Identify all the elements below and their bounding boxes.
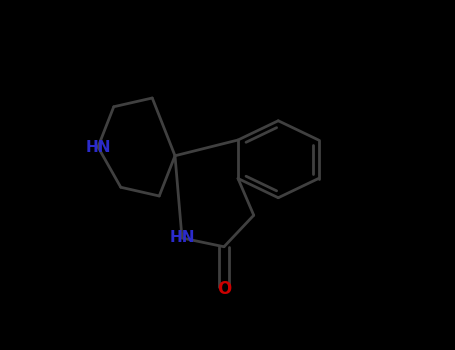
Text: O: O xyxy=(217,280,231,298)
Text: HN: HN xyxy=(85,140,111,154)
Text: HN: HN xyxy=(169,231,195,245)
